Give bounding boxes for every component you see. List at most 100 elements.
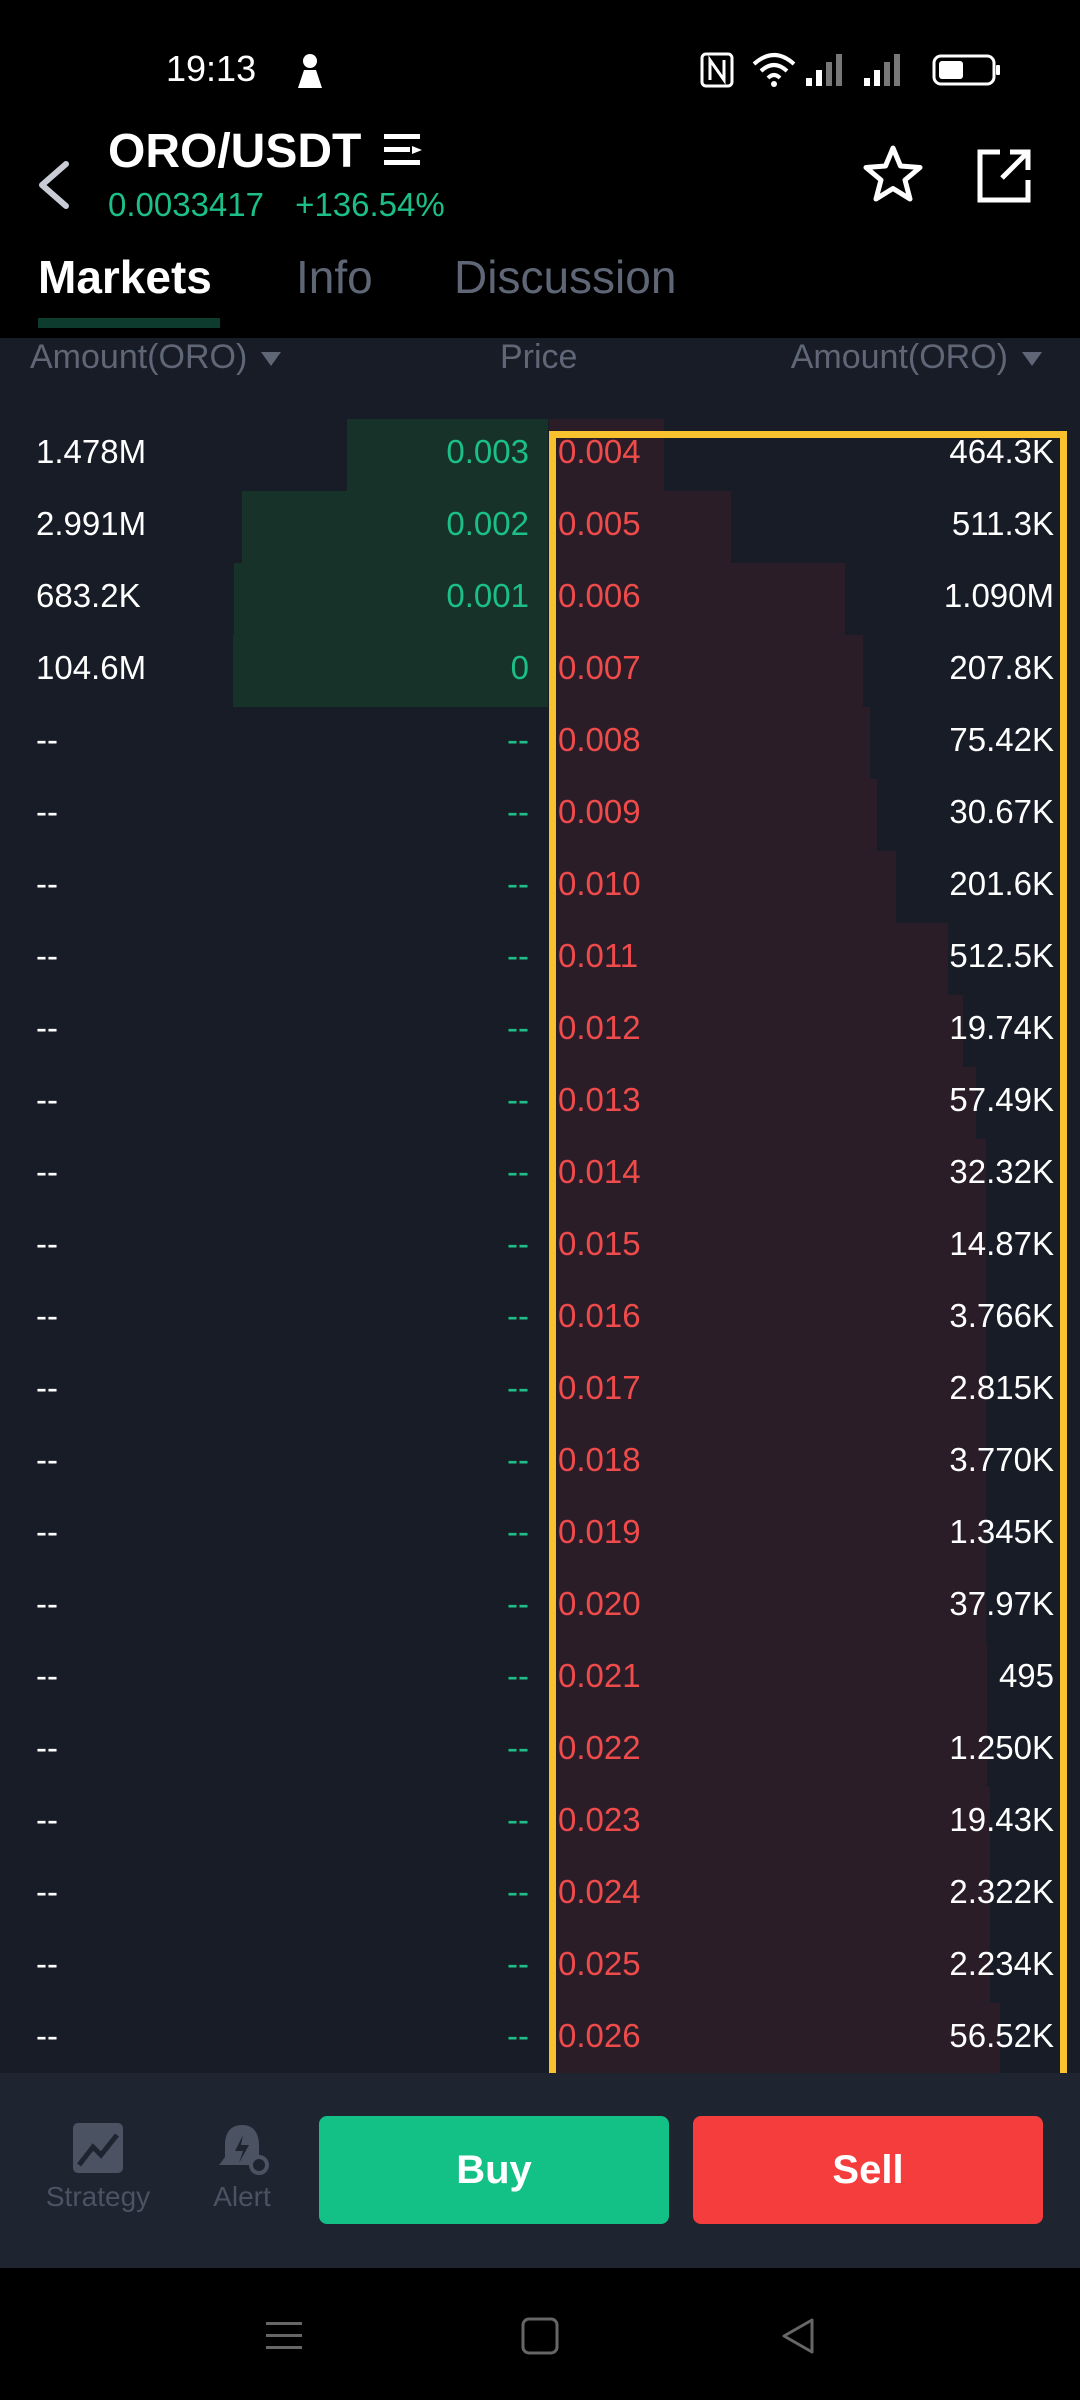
ask-price: 0.025 bbox=[558, 1945, 641, 1982]
ask-price: 0.023 bbox=[558, 1801, 641, 1838]
order-book-row[interactable]: -- -- 0.012 19.74K bbox=[0, 995, 1080, 1067]
tab-bar: Markets Info Discussion bbox=[0, 250, 1080, 338]
strategy-label: Strategy bbox=[45, 2181, 151, 2212]
order-book-row[interactable]: -- -- 0.017 2.815K bbox=[0, 1355, 1080, 1427]
last-price: 0.0033417 bbox=[108, 186, 264, 223]
ask-price: 0.008 bbox=[558, 721, 641, 758]
order-book-row[interactable]: -- -- 0.009 30.67K bbox=[0, 779, 1080, 851]
tab-discussion[interactable]: Discussion bbox=[454, 251, 677, 303]
back-icon[interactable] bbox=[30, 150, 74, 220]
order-book-row[interactable]: -- -- 0.026 56.52K bbox=[0, 2003, 1080, 2075]
star-icon[interactable] bbox=[862, 144, 924, 206]
ask-amount-header[interactable]: Amount(ORO) bbox=[791, 338, 1042, 377]
ask-price: 0.013 bbox=[558, 1081, 641, 1118]
ask-price: 0.022 bbox=[558, 1729, 641, 1766]
ask-amount: 3.770K bbox=[949, 1441, 1054, 1478]
bid-price: -- bbox=[507, 937, 529, 974]
ask-price: 0.016 bbox=[558, 1297, 641, 1334]
order-book-row[interactable]: 683.2K 0.001 0.006 1.090M bbox=[0, 563, 1080, 635]
ask-depth-bar bbox=[549, 1859, 990, 1931]
order-book-row[interactable]: -- -- 0.020 37.97K bbox=[0, 1571, 1080, 1643]
sell-button[interactable]: Sell bbox=[693, 2116, 1043, 2224]
order-book-row[interactable]: 104.6M 0 0.007 207.8K bbox=[0, 635, 1080, 707]
strategy-button[interactable]: Strategy bbox=[28, 2121, 168, 2213]
ask-amount: 2.322K bbox=[949, 1873, 1054, 1910]
ask-amount: 57.49K bbox=[949, 1081, 1054, 1118]
bid-amount: -- bbox=[36, 865, 58, 902]
list-menu-icon[interactable] bbox=[382, 128, 426, 172]
order-book-row[interactable]: 2.991M 0.002 0.005 511.3K bbox=[0, 491, 1080, 563]
menu-nav-icon[interactable] bbox=[262, 2314, 306, 2358]
home-nav-icon[interactable] bbox=[518, 2314, 562, 2358]
back-nav-icon[interactable] bbox=[776, 2314, 820, 2358]
order-book-row[interactable]: -- -- 0.014 32.32K bbox=[0, 1139, 1080, 1211]
ask-amount: 30.67K bbox=[949, 793, 1054, 830]
order-book: Amount(ORO) Price Amount(ORO) 1.478M 0.00… bbox=[0, 338, 1080, 2075]
order-book-row[interactable]: -- -- 0.016 3.766K bbox=[0, 1283, 1080, 1355]
ask-depth-bar bbox=[549, 1139, 986, 1211]
ask-price: 0.021 bbox=[558, 1657, 641, 1694]
ask-depth-bar bbox=[549, 851, 896, 923]
order-book-row[interactable]: -- -- 0.018 3.770K bbox=[0, 1427, 1080, 1499]
ask-depth-bar bbox=[549, 1211, 986, 1283]
ask-depth-bar bbox=[549, 995, 963, 1067]
alert-button[interactable]: Alert bbox=[172, 2121, 312, 2213]
ask-amount: 464.3K bbox=[949, 433, 1054, 470]
bid-price: -- bbox=[507, 1225, 529, 1262]
ask-depth-bar bbox=[549, 1355, 986, 1427]
bid-amount-header[interactable]: Amount(ORO) bbox=[30, 338, 282, 377]
strategy-icon bbox=[73, 2123, 123, 2173]
pair-title[interactable]: ORO/USDT bbox=[108, 125, 362, 178]
order-book-row[interactable]: -- -- 0.024 2.322K bbox=[0, 1859, 1080, 1931]
bid-amount: -- bbox=[36, 1801, 58, 1838]
bid-price: 0.001 bbox=[446, 577, 529, 614]
bid-price: -- bbox=[507, 1009, 529, 1046]
bid-price: -- bbox=[507, 1873, 529, 1910]
ask-depth-bar bbox=[549, 707, 870, 779]
ask-amount: 495 bbox=[998, 1657, 1054, 1694]
bid-amount: -- bbox=[36, 1945, 58, 1982]
share-icon[interactable] bbox=[972, 144, 1036, 208]
bid-amount: 683.2K bbox=[36, 577, 141, 614]
order-book-row[interactable]: -- -- 0.011 512.5K bbox=[0, 923, 1080, 995]
price-line: 0.0033417 +136.54% bbox=[108, 186, 467, 224]
buy-button[interactable]: Buy bbox=[319, 2116, 669, 2224]
ask-depth-bar bbox=[549, 1643, 987, 1715]
bid-depth-bar bbox=[234, 563, 548, 635]
bid-amount: -- bbox=[36, 2017, 58, 2054]
bid-price: -- bbox=[507, 721, 529, 758]
ask-amount: 56.52K bbox=[949, 2017, 1054, 2054]
order-book-row[interactable]: -- -- 0.023 19.43K bbox=[0, 1787, 1080, 1859]
order-book-row[interactable]: -- -- 0.022 1.250K bbox=[0, 1715, 1080, 1787]
order-book-row[interactable]: -- -- 0.019 1.345K bbox=[0, 1499, 1080, 1571]
bid-depth-bar bbox=[347, 419, 548, 491]
ask-price: 0.012 bbox=[558, 1009, 641, 1046]
order-book-row[interactable]: 1.478M 0.003 0.004 464.3K bbox=[0, 419, 1080, 491]
bid-price: -- bbox=[507, 1657, 529, 1694]
order-book-row[interactable]: -- -- 0.015 14.87K bbox=[0, 1211, 1080, 1283]
ask-depth-bar bbox=[549, 1787, 990, 1859]
bid-amount: 104.6M bbox=[36, 649, 147, 686]
tab-info[interactable]: Info bbox=[296, 251, 373, 303]
nfc-icon bbox=[700, 52, 734, 88]
order-book-row[interactable]: -- -- 0.008 75.42K bbox=[0, 707, 1080, 779]
ask-depth-bar bbox=[549, 1571, 986, 1643]
tab-markets[interactable]: Markets bbox=[38, 251, 212, 303]
ask-price: 0.017 bbox=[558, 1369, 641, 1406]
order-book-row[interactable]: -- -- 0.010 201.6K bbox=[0, 851, 1080, 923]
wifi-icon bbox=[752, 53, 796, 87]
ask-price: 0.018 bbox=[558, 1441, 641, 1478]
alert-label: Alert bbox=[213, 2181, 271, 2212]
order-book-row[interactable]: -- -- 0.025 2.234K bbox=[0, 1931, 1080, 2003]
ask-amount: 32.32K bbox=[949, 1153, 1054, 1190]
order-book-row[interactable]: -- -- 0.021 495 bbox=[0, 1643, 1080, 1715]
ask-price: 0.010 bbox=[558, 865, 641, 902]
bid-amount: -- bbox=[36, 1513, 58, 1550]
market-header: ORO/USDT 0.0033417 +136.54% Markets Info… bbox=[0, 125, 1080, 338]
price-change: +136.54% bbox=[295, 186, 445, 223]
ask-price: 0.007 bbox=[558, 649, 641, 686]
action-bar: Strategy Alert Buy Sell bbox=[0, 2073, 1080, 2268]
ask-depth-bar bbox=[549, 923, 948, 995]
bid-price: -- bbox=[507, 1297, 529, 1334]
order-book-row[interactable]: -- -- 0.013 57.49K bbox=[0, 1067, 1080, 1139]
